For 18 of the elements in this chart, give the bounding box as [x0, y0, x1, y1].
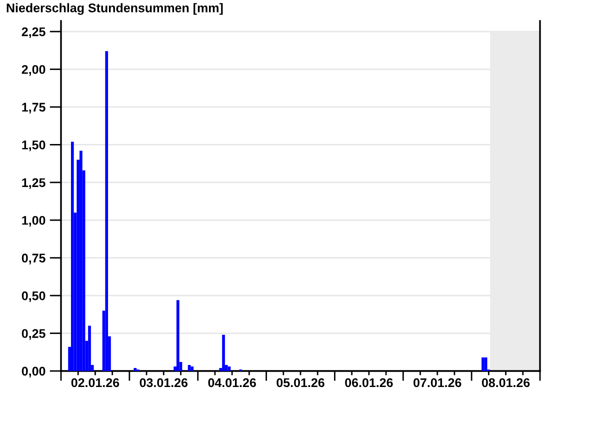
x-tick-label: 04.01.26 — [208, 378, 256, 388]
chart-title: Niederschlag Stundensummen [mm] — [6, 3, 223, 15]
y-tick-label: 0,25 — [22, 329, 46, 340]
y-tick-label: 0,75 — [22, 254, 46, 264]
x-tick-label: 06.01.26 — [345, 378, 393, 388]
y-tick-label: 0,50 — [22, 291, 46, 302]
y-tick-label: 2,25 — [22, 27, 46, 38]
x-tick-label: 03.01.26 — [140, 378, 188, 388]
x-tick-label: 07.01.26 — [414, 378, 462, 388]
x-tick-label: 05.01.26 — [276, 378, 324, 388]
x-tick-label: 08.01.26 — [482, 378, 530, 388]
y-tick-label: 2,00 — [22, 65, 46, 76]
y-tick-label: 1,75 — [22, 102, 46, 114]
x-tick-label: 02.01.26 — [71, 378, 120, 388]
y-tick-label: 0,00 — [22, 366, 46, 378]
y-tick-label: 1,00 — [22, 216, 46, 227]
y-tick-label: 1,50 — [22, 140, 46, 152]
y-tick-label: 1,25 — [22, 178, 46, 189]
